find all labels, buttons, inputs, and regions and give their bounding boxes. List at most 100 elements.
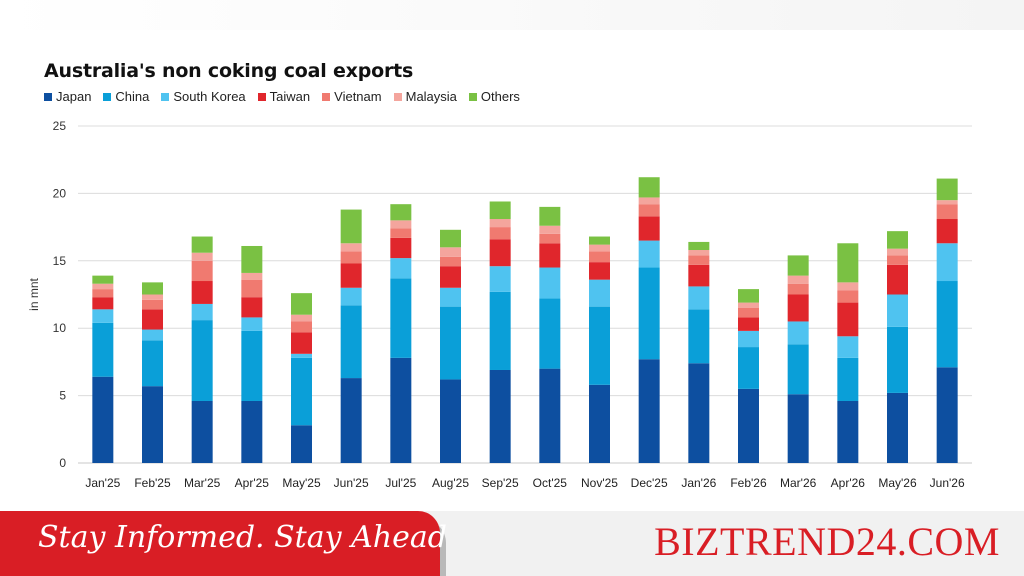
- bar-segment-malaysia: [291, 314, 312, 322]
- tagline-text: Stay Informed. Stay Ahead: [38, 520, 447, 555]
- bar-segment-others: [589, 236, 610, 245]
- bar-segment-japan: [340, 378, 362, 463]
- bar-segment-china: [340, 305, 362, 379]
- bar-segment-china: [539, 298, 561, 369]
- bar-segment-others: [887, 231, 908, 249]
- bar-segment-japan: [191, 400, 213, 463]
- bar-segment-japan: [936, 367, 958, 463]
- legend-label: Malaysia: [405, 89, 457, 104]
- bar-segment-south-korea: [936, 243, 958, 282]
- bar-segment-taiwan: [936, 219, 958, 244]
- bar-segment-vietnam: [638, 204, 660, 217]
- bar-segment-taiwan: [142, 309, 163, 330]
- bar-segment-japan: [92, 376, 114, 463]
- bar-segment-south-korea: [191, 303, 213, 321]
- bar-segment-china: [440, 306, 461, 380]
- bar-segment-china: [589, 306, 610, 385]
- bar-segment-taiwan: [291, 332, 312, 354]
- x-tick-label: Jun'25: [334, 476, 369, 490]
- bar-segment-others: [837, 243, 859, 283]
- x-tick-label: Nov'25: [581, 476, 618, 490]
- bar-segment-south-korea: [489, 266, 511, 292]
- tagline-banner: [0, 511, 440, 576]
- x-tick-label: May'25: [282, 476, 321, 490]
- bar-segment-others: [390, 204, 412, 221]
- stacked-bar-chart: 0 5 10 15 20 25 in mnt Jan'25 Feb'25 Mar'25 Apr'25…: [27, 119, 972, 490]
- bar-segment-vietnam: [688, 255, 710, 265]
- x-tick-label: Apr'25: [235, 476, 270, 490]
- bar-segment-japan: [440, 379, 461, 463]
- legend-label: China: [115, 89, 150, 104]
- bar-segment-malaysia: [539, 225, 561, 234]
- x-tick-label: Mar'25: [184, 476, 221, 490]
- bar-segment-malaysia: [688, 250, 710, 256]
- x-tick-label: Aug'25: [432, 476, 469, 490]
- bar-segment-south-korea: [688, 286, 710, 310]
- bar-segment-china: [688, 309, 710, 364]
- bar-segment-japan: [291, 425, 312, 463]
- bar-segment-malaysia: [837, 282, 859, 291]
- bar-segment-china: [787, 344, 809, 395]
- x-tick-label: Oct'25: [533, 476, 568, 490]
- bar-segment-malaysia: [787, 275, 809, 284]
- bar-segment-vietnam: [539, 233, 561, 244]
- x-tick-label: Jun'26: [930, 476, 965, 490]
- bar-segment-south-korea: [390, 258, 412, 279]
- legend-swatch: [161, 92, 170, 101]
- bar-segment-others: [241, 245, 263, 273]
- bar-segment-vietnam: [340, 251, 362, 264]
- bar-segment-vietnam: [291, 321, 312, 333]
- bar-segment-taiwan: [589, 262, 610, 280]
- legend-swatch: [44, 92, 52, 101]
- bar-segment-south-korea: [787, 321, 809, 345]
- bar-segment-malaysia: [142, 294, 163, 300]
- bar-segment-malaysia: [92, 283, 114, 290]
- x-tick-label: Mar'26: [780, 476, 817, 490]
- y-tick-label: 10: [53, 321, 67, 335]
- bar-segment-south-korea: [92, 309, 114, 323]
- bar-segment-taiwan: [887, 264, 908, 295]
- y-tick-label: 25: [53, 119, 67, 133]
- bar-segment-vietnam: [738, 307, 759, 318]
- bar-segment-china: [936, 281, 958, 368]
- legend-item-china: China: [103, 89, 149, 104]
- bar-segment-south-korea: [887, 294, 908, 327]
- legend-label: Taiwan: [269, 89, 311, 104]
- legend-item-south-korea: South Korea: [161, 89, 246, 104]
- bar-segment-others: [92, 275, 114, 284]
- bar-segment-malaysia: [440, 247, 461, 257]
- legend-label: South Korea: [173, 89, 246, 104]
- bar-segment-taiwan: [738, 317, 759, 331]
- legend-swatch: [257, 92, 266, 101]
- bar-segment-taiwan: [688, 264, 710, 287]
- bar-segment-japan: [142, 386, 163, 463]
- bar-segment-vietnam: [92, 289, 114, 298]
- bar-segment-japan: [539, 368, 561, 463]
- chart-legend: Japan China South Korea Taiwan Vietnam Malays…: [44, 89, 532, 104]
- bar-segment-malaysia: [390, 220, 412, 229]
- bar-segment-taiwan: [638, 216, 660, 241]
- bar-segment-vietnam: [191, 260, 213, 282]
- bar-segment-china: [887, 326, 908, 393]
- bar-segment-south-korea: [539, 267, 561, 299]
- bar-segment-japan: [241, 400, 263, 463]
- bar-segment-taiwan: [390, 237, 412, 259]
- legend-item-japan: Japan: [44, 89, 91, 104]
- bar-segment-south-korea: [142, 329, 163, 341]
- bar-segment-japan: [887, 392, 908, 463]
- bar-segment-taiwan: [340, 263, 362, 288]
- bar-segment-others: [291, 293, 312, 315]
- legend-item-vietnam: Vietnam: [322, 89, 382, 104]
- x-tick-label: Sep'25: [482, 476, 519, 490]
- legend-label: Japan: [56, 89, 92, 104]
- bar-segment-china: [92, 322, 114, 377]
- bar-segment-japan: [390, 357, 412, 463]
- bar-segment-others: [440, 229, 461, 248]
- brand-logo-text[interactable]: BIZTREND24.COM: [654, 519, 1000, 564]
- legend-label: Others: [480, 89, 520, 104]
- x-tick-label: Jul'25: [385, 476, 416, 490]
- bar-segment-south-korea: [241, 317, 263, 331]
- x-tick-label: Feb'25: [134, 476, 171, 490]
- legend-label: Vietnam: [334, 89, 382, 104]
- bar-segment-vietnam: [489, 227, 511, 240]
